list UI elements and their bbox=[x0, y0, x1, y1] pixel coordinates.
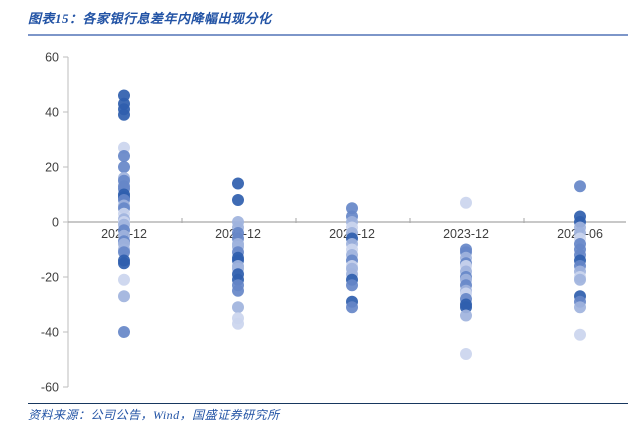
scatter-chart: 6040200-20-40-602020-122021-122022-12202… bbox=[0, 38, 633, 403]
chart-title: 图表15：各家银行息差年内降幅出现分化 bbox=[28, 11, 272, 26]
data-point bbox=[118, 108, 130, 121]
data-point bbox=[232, 284, 244, 297]
data-point bbox=[232, 194, 244, 206]
data-point bbox=[118, 273, 130, 286]
data-point bbox=[460, 309, 472, 322]
data-point bbox=[232, 317, 244, 330]
data-point bbox=[346, 202, 358, 215]
y-tick-label: 40 bbox=[45, 106, 59, 120]
data-point bbox=[574, 180, 586, 193]
y-tick-label: 0 bbox=[52, 216, 59, 230]
x-category-label: 2023-12 bbox=[443, 227, 489, 241]
data-point bbox=[118, 326, 130, 338]
data-point bbox=[118, 89, 130, 102]
y-tick-label: 20 bbox=[45, 161, 59, 175]
data-point bbox=[118, 141, 130, 154]
data-point bbox=[232, 301, 244, 314]
y-tick-label: -60 bbox=[41, 381, 59, 395]
data-point bbox=[574, 301, 586, 314]
footer-divider bbox=[28, 403, 628, 404]
data-point bbox=[346, 279, 358, 292]
data-point bbox=[118, 161, 130, 173]
y-tick-label: 60 bbox=[45, 51, 59, 65]
data-point bbox=[118, 290, 130, 303]
data-point bbox=[118, 246, 130, 259]
data-point bbox=[460, 301, 472, 314]
title-divider bbox=[28, 34, 628, 36]
data-point bbox=[574, 273, 586, 286]
data-point bbox=[460, 196, 472, 209]
data-point bbox=[118, 257, 130, 270]
y-tick-label: -20 bbox=[41, 271, 59, 285]
data-point bbox=[232, 177, 244, 190]
data-point bbox=[460, 348, 472, 360]
data-point bbox=[574, 328, 586, 341]
source-note: 资料来源：公司公告，Wind，国盛证券研究所 bbox=[28, 408, 280, 422]
data-point bbox=[118, 150, 130, 162]
y-tick-label: -40 bbox=[41, 326, 59, 340]
scatter-chart-canvas: 6040200-20-40-602020-122021-122022-12202… bbox=[41, 51, 626, 395]
data-point bbox=[346, 301, 358, 314]
